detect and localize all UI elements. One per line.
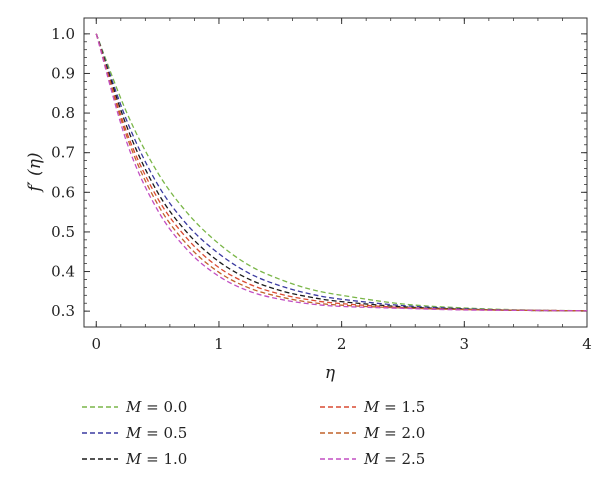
- legend-eq: = 2.5: [379, 450, 425, 468]
- y-tick-label: 0.7: [51, 144, 75, 162]
- series-line-4: [95, 33, 588, 312]
- legend-label-1: M = 0.5: [125, 424, 187, 442]
- legend-var: M: [125, 424, 142, 442]
- legend-var: M: [125, 450, 142, 468]
- x-axis-label: η: [325, 363, 336, 383]
- legend: M = 0.0M = 0.5M = 1.0M = 1.5M = 2.0M = 2…: [82, 398, 425, 468]
- legend-var: M: [363, 398, 380, 416]
- series-line-5: [95, 33, 588, 312]
- x-tick-label: 1: [214, 335, 224, 353]
- legend-label-3: M = 1.5: [363, 398, 425, 416]
- x-tick-label: 2: [337, 335, 347, 353]
- legend-var: M: [363, 450, 380, 468]
- series-line-1: [95, 33, 588, 312]
- y-tick-label: 1.0: [51, 25, 75, 43]
- series-line-2: [95, 33, 588, 312]
- plot-frame: [83, 17, 588, 328]
- legend-eq: = 2.0: [379, 424, 425, 442]
- legend-eq: = 0.0: [141, 398, 187, 416]
- series-lines: [95, 33, 588, 312]
- legend-label-2: M = 1.0: [125, 450, 187, 468]
- legend-label-4: M = 2.0: [363, 424, 425, 442]
- y-axis-ticks: 0.3 0.4 0.5 0.6 0.7 0.8 0.9 1.0: [51, 25, 587, 320]
- legend-label-0: M = 0.0: [125, 398, 187, 416]
- legend-var: M: [125, 398, 142, 416]
- y-axis-label: f′ (η): [25, 152, 45, 193]
- y-tick-label: 0.3: [51, 302, 75, 320]
- legend-var: M: [363, 424, 380, 442]
- x-tick-label: 0: [91, 335, 101, 353]
- legend-eq: = 1.5: [379, 398, 425, 416]
- y-tick-label: 0.6: [51, 183, 75, 201]
- y-tick-label: 0.4: [51, 263, 75, 281]
- y-tick-label: 0.8: [51, 104, 75, 122]
- x-tick-label: 3: [460, 335, 470, 353]
- series-line-3: [95, 33, 588, 312]
- y-tick-label: 0.9: [51, 64, 75, 82]
- y-tick-label: 0.5: [51, 223, 75, 241]
- x-tick-label: 4: [582, 335, 592, 353]
- legend-label-5: M = 2.5: [363, 450, 425, 468]
- legend-eq: = 1.0: [141, 450, 187, 468]
- series-line-0: [95, 33, 588, 312]
- x-axis-ticks: 0 1 2 3 4: [91, 18, 592, 353]
- legend-eq: = 0.5: [141, 424, 187, 442]
